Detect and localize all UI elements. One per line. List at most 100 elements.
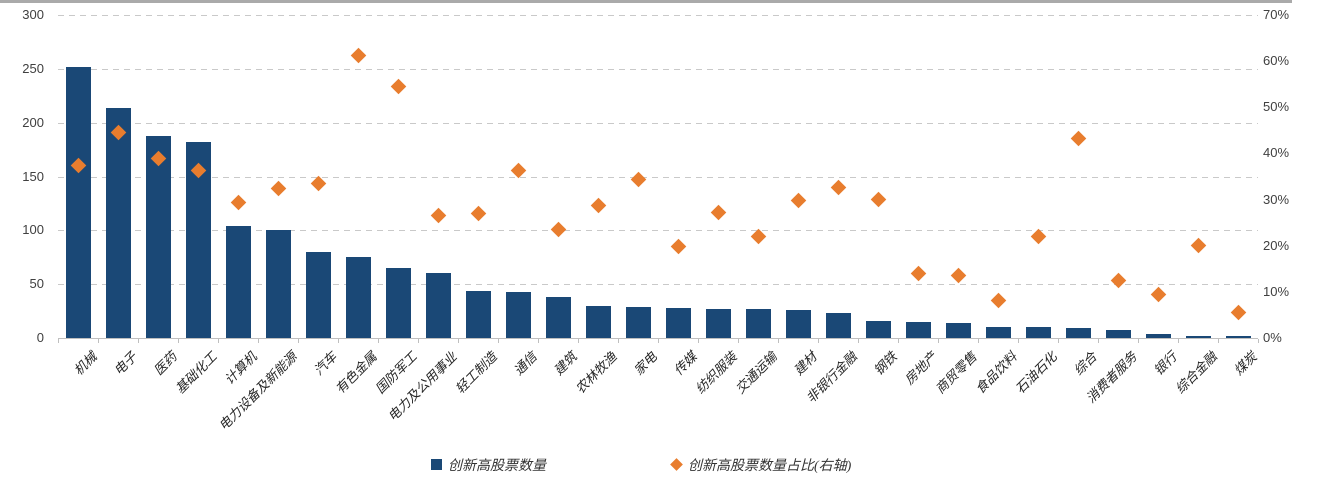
pct-diamond-marker bbox=[350, 47, 366, 64]
pct-diamond-marker bbox=[1070, 130, 1086, 146]
pct-diamond-marker bbox=[630, 171, 646, 188]
x-axis-tick bbox=[818, 339, 819, 343]
x-axis-category-label: 汽车 bbox=[310, 349, 340, 379]
right-axis-tick-label: 40% bbox=[1263, 145, 1290, 161]
pct-diamond-marker bbox=[1150, 286, 1166, 303]
pct-diamond-marker bbox=[710, 204, 726, 220]
pct-diamond-marker bbox=[830, 179, 846, 196]
x-axis-category-label: 农林牧渔 bbox=[572, 349, 620, 397]
legend: 创新高股票数量 创新高股票数量占比(右轴) bbox=[0, 454, 1317, 478]
right-axis-tick-label: 60% bbox=[1263, 53, 1290, 69]
pct-diamond-marker bbox=[1230, 304, 1246, 321]
x-axis-tick bbox=[978, 339, 979, 343]
bar bbox=[905, 321, 931, 338]
bar bbox=[465, 290, 491, 338]
x-axis-category-label: 商贸零售 bbox=[932, 349, 980, 397]
x-axis-tick bbox=[1018, 339, 1019, 343]
bar bbox=[1025, 327, 1051, 338]
x-axis-tick bbox=[698, 339, 699, 343]
gridline bbox=[58, 122, 1258, 124]
left-axis-tick-label: 300 bbox=[22, 7, 44, 22]
x-axis-category-label: 钢铁 bbox=[870, 349, 900, 379]
left-axis-tick-label: 200 bbox=[22, 114, 44, 130]
pct-diamond-marker bbox=[870, 191, 886, 207]
bar bbox=[265, 230, 291, 338]
pct-diamond-marker bbox=[990, 292, 1006, 308]
x-axis-tick bbox=[498, 339, 499, 343]
top-border-line bbox=[0, 0, 1292, 3]
x-axis-tick bbox=[858, 339, 859, 343]
x-axis-tick bbox=[938, 339, 939, 343]
x-axis-category-label: 基础化工 bbox=[172, 349, 220, 397]
x-axis-tick bbox=[658, 339, 659, 343]
x-axis-category-label: 通信 bbox=[510, 349, 540, 379]
gridline bbox=[58, 284, 1258, 286]
pct-diamond-marker bbox=[1030, 229, 1046, 245]
x-axis-tick bbox=[378, 339, 379, 343]
x-axis-tick bbox=[1138, 339, 1139, 343]
pct-diamond-marker bbox=[950, 267, 966, 284]
x-axis-tick bbox=[778, 339, 779, 343]
gridline bbox=[58, 176, 1258, 178]
x-axis-tick bbox=[898, 339, 899, 343]
x-axis-tick bbox=[738, 339, 739, 343]
bar bbox=[665, 307, 691, 338]
x-axis-category-label: 传媒 bbox=[670, 349, 700, 379]
left-axis-tick-label: 50 bbox=[29, 276, 44, 292]
bar bbox=[745, 308, 771, 338]
x-axis-category-label: 电子 bbox=[110, 349, 140, 379]
right-axis-tick-label: 70% bbox=[1263, 7, 1290, 22]
bar bbox=[385, 268, 411, 338]
x-axis-category-label: 交通运输 bbox=[732, 349, 780, 397]
pct-diamond-marker bbox=[670, 238, 686, 255]
legend-label: 创新高股票数量占比(右轴) bbox=[688, 459, 852, 474]
bar bbox=[785, 310, 811, 338]
pct-diamond-marker bbox=[550, 221, 566, 237]
legend-label: 创新高股票数量 bbox=[448, 459, 546, 474]
x-axis-tick bbox=[1258, 339, 1259, 343]
gridline bbox=[58, 68, 1258, 70]
bar bbox=[585, 305, 611, 338]
bar bbox=[705, 308, 731, 338]
gridline bbox=[58, 15, 1258, 16]
right-axis-tick-label: 10% bbox=[1263, 283, 1290, 299]
x-axis-tick bbox=[538, 339, 539, 343]
x-axis-tick bbox=[338, 339, 339, 343]
x-axis-tick bbox=[418, 339, 419, 343]
x-axis-tick bbox=[258, 339, 259, 343]
x-axis-tick bbox=[298, 339, 299, 343]
right-axis-tick-label: 30% bbox=[1263, 191, 1290, 207]
x-axis-tick bbox=[58, 339, 59, 343]
left-axis-tick-label: 100 bbox=[22, 222, 44, 238]
bar bbox=[425, 273, 451, 338]
x-axis-category-label: 有色金属 bbox=[332, 349, 380, 397]
x-axis-tick bbox=[178, 339, 179, 343]
bar bbox=[865, 320, 891, 338]
x-axis-line bbox=[58, 338, 1258, 339]
x-axis-tick bbox=[458, 339, 459, 343]
bar bbox=[985, 327, 1011, 338]
bar bbox=[65, 66, 91, 338]
x-axis-category-label: 轻工制造 bbox=[452, 349, 500, 397]
bar bbox=[105, 107, 131, 338]
pct-diamond-marker bbox=[1110, 273, 1126, 289]
left-axis-tick-label: 0 bbox=[36, 330, 44, 345]
x-axis-category-label: 综合金融 bbox=[1172, 349, 1220, 397]
pct-diamond-marker bbox=[470, 206, 486, 222]
x-axis-category-label: 纺织服装 bbox=[692, 349, 740, 397]
x-axis-category-label: 家电 bbox=[630, 349, 660, 379]
right-axis-tick-label: 20% bbox=[1263, 237, 1290, 253]
bar bbox=[145, 135, 171, 338]
pct-diamond-marker bbox=[790, 193, 806, 209]
x-axis-tick bbox=[98, 339, 99, 343]
bar bbox=[305, 251, 331, 338]
pct-diamond-marker bbox=[910, 265, 926, 282]
left-axis-tick-label: 150 bbox=[22, 168, 44, 184]
x-axis-category-label: 机械 bbox=[70, 349, 100, 379]
bar bbox=[545, 297, 571, 338]
bar bbox=[225, 226, 251, 338]
x-axis-tick bbox=[1218, 339, 1219, 343]
x-axis-tick bbox=[218, 339, 219, 343]
pct-diamond-marker bbox=[430, 207, 446, 224]
